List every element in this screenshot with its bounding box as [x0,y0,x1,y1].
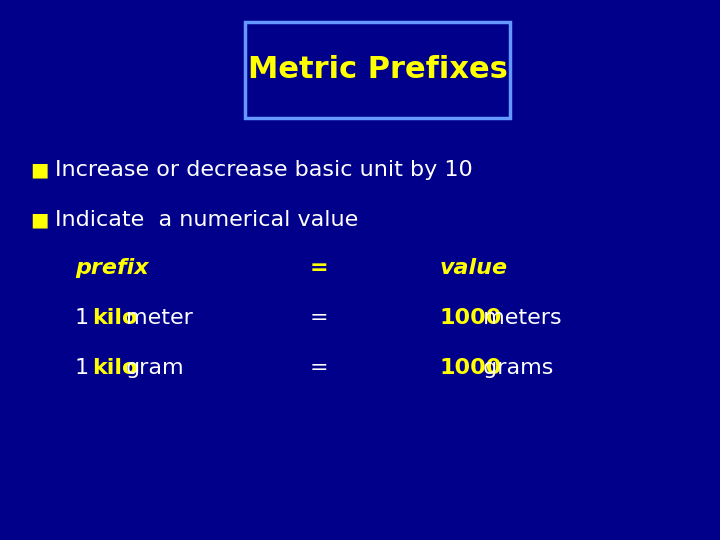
Text: Increase or decrease basic unit by 10: Increase or decrease basic unit by 10 [55,160,473,180]
Text: kilo: kilo [92,358,138,378]
Text: ■: ■ [30,211,48,229]
Text: Indicate  a numerical value: Indicate a numerical value [55,210,359,230]
Text: 1: 1 [75,308,96,328]
Text: =: = [310,358,328,378]
Text: =: = [310,308,328,328]
Text: prefix: prefix [75,258,148,278]
Text: value: value [440,258,508,278]
Text: grams: grams [476,358,554,378]
Text: meter: meter [126,308,193,328]
Text: gram: gram [126,358,184,378]
Text: meters: meters [476,308,562,328]
Text: =: = [310,258,328,278]
Bar [245,22,510,118]
Text: ■: ■ [30,160,48,179]
Text: 1000: 1000 [440,308,503,328]
Text: Metric Prefixes: Metric Prefixes [248,56,508,84]
Text: kilo: kilo [92,308,138,328]
Text: 1: 1 [75,358,96,378]
Text: 1000: 1000 [440,358,503,378]
